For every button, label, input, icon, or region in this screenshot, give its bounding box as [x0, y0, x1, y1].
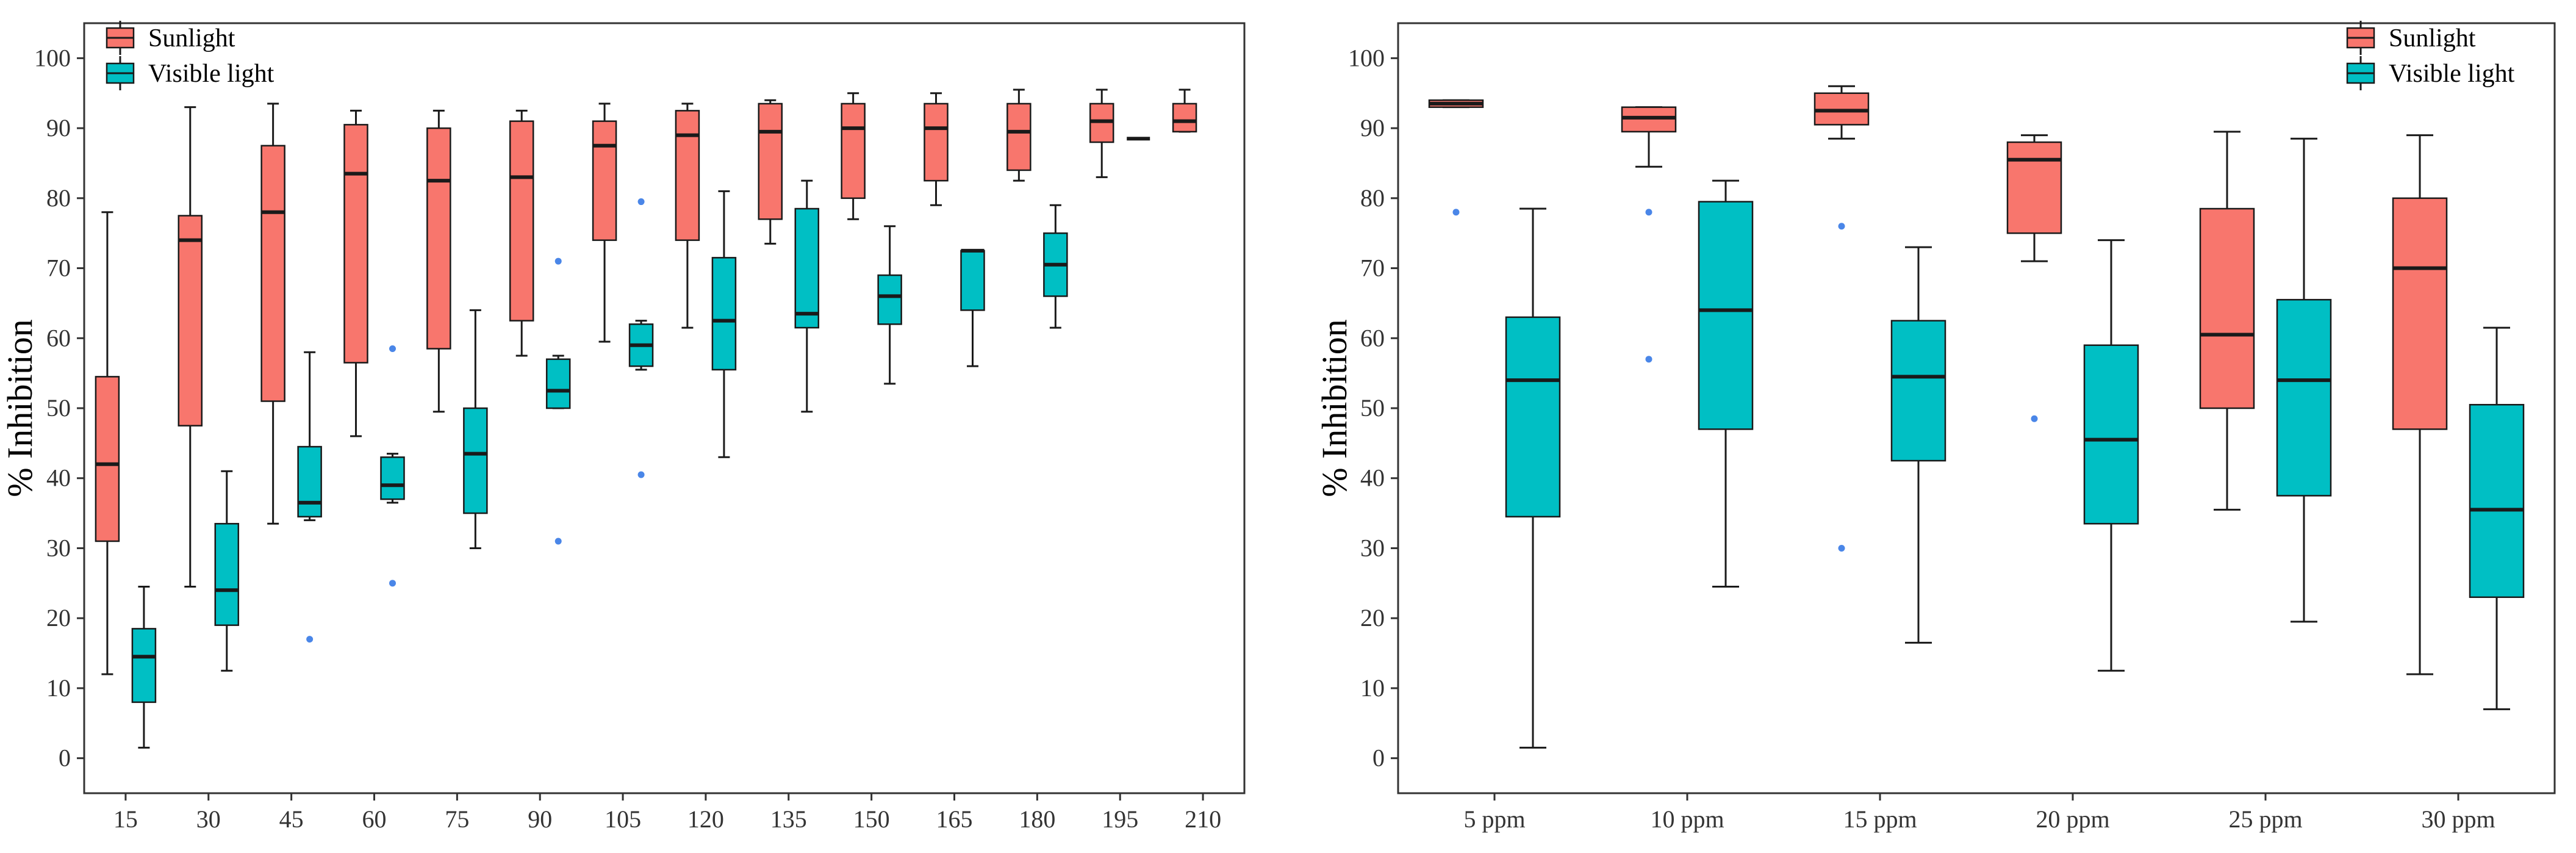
x-tick-label: 150	[853, 805, 890, 833]
y-tick-label: 10	[1360, 674, 1385, 702]
x-tick-label: 195	[1102, 805, 1138, 833]
x-tick-label: 30	[196, 805, 221, 833]
visible-light-box-90-outlier	[554, 257, 562, 265]
x-tick-label: 25 ppm	[2228, 805, 2302, 833]
legend-label: Sunlight	[148, 24, 235, 52]
y-tick-label: 50	[1360, 394, 1385, 422]
x-tick-label: 20 ppm	[2036, 805, 2109, 833]
sunlight-box-20ppm-outlier	[2031, 415, 2038, 422]
sunlight-box-30	[178, 215, 203, 426]
sunlight-box-10ppm-outlier	[1645, 209, 1652, 216]
sunlight-box-75	[426, 127, 451, 350]
sunlight-box-15ppm-outlier	[1838, 544, 1845, 552]
sunlight-box-15	[95, 376, 120, 542]
sunlight-box-150	[841, 103, 866, 200]
sunlight-box-180	[1006, 103, 1031, 171]
x-tick-label: 120	[687, 805, 724, 833]
visible-light-box-30	[214, 523, 240, 626]
x-tick-label: 180	[1019, 805, 1055, 833]
sunlight-box-30ppm	[2392, 197, 2448, 430]
legend-label: Visible light	[2389, 60, 2515, 88]
x-tick-label: 165	[936, 805, 973, 833]
x-tick-label: 60	[362, 805, 387, 833]
visible-light-box-150	[877, 274, 902, 325]
left-chart-panel: 0 10 20 30 40 50 60 70 80 90 100 15 30 45 60 75 90 105 120…	[0, 21, 1246, 833]
sunlight-box-15ppm-outlier	[1838, 223, 1845, 230]
y-tick-label: 90	[46, 114, 71, 142]
visible-light-box-20ppm	[2083, 344, 2139, 525]
x-tick-label: 30 ppm	[2421, 805, 2495, 833]
sunlight-box-120	[675, 110, 700, 241]
y-tick-label: 70	[46, 254, 71, 282]
sunlight-box-45	[260, 145, 285, 402]
y-tick-label: 20	[1360, 604, 1385, 632]
y-tick-label: 90	[1360, 114, 1385, 142]
visible-light-box-165	[960, 250, 985, 311]
x-tick-label: 105	[605, 805, 641, 833]
y-tick-label: 30	[46, 534, 71, 561]
visible-light-box-45	[297, 445, 322, 518]
sunlight-box-210	[1172, 103, 1197, 133]
visible-light-box-60-outlier	[389, 345, 396, 352]
y-axis-title: % Inhibition	[1315, 319, 1354, 497]
sunlight-box-165	[924, 103, 949, 182]
visible-light-box-105-outlier	[637, 471, 645, 478]
sunlight-box-10ppm-outlier	[1645, 356, 1652, 363]
y-tick-label: 60	[46, 324, 71, 351]
visible-light-box-135	[794, 207, 820, 329]
visible-light-box-10ppm	[1698, 201, 1754, 430]
y-tick-label: 40	[1360, 464, 1385, 492]
legend-label: Visible light	[148, 60, 274, 88]
visible-light-box-45-outlier	[306, 636, 314, 643]
visible-light-box-15	[131, 628, 157, 704]
sunlight-box-20ppm	[2006, 141, 2062, 234]
x-tick-label: 5 ppm	[1463, 805, 1525, 833]
sunlight-box-90	[509, 120, 534, 322]
legend-label: Sunlight	[2389, 24, 2476, 52]
y-tick-label: 70	[1360, 254, 1385, 282]
sunlight-box-135	[758, 103, 783, 220]
x-tick-label: 90	[528, 805, 552, 833]
y-tick-label: 20	[46, 604, 71, 632]
x-tick-label: 15 ppm	[1843, 805, 1917, 833]
x-tick-label: 75	[445, 805, 469, 833]
x-tick-label: 135	[770, 805, 807, 833]
sunlight-box-25ppm	[2199, 207, 2255, 409]
visible-light-box-30ppm	[2469, 404, 2525, 599]
y-tick-label: 30	[1360, 534, 1385, 561]
y-tick-label: 0	[1372, 744, 1385, 772]
sunlight-box-60	[343, 124, 368, 364]
visible-light-box-105-outlier	[637, 198, 645, 206]
x-tick-label: 45	[279, 805, 304, 833]
sunlight-box-5ppm-outlier	[1452, 209, 1460, 216]
visible-light-box-60-outlier	[389, 580, 396, 587]
y-tick-label: 0	[59, 744, 71, 772]
visible-light-box-15ppm	[1890, 320, 1946, 462]
x-tick-label: 15	[113, 805, 138, 833]
x-tick-label: 210	[1185, 805, 1221, 833]
y-tick-label: 50	[46, 394, 71, 422]
visible-light-box-90-outlier	[554, 538, 562, 545]
y-axis-title: % Inhibition	[0, 319, 40, 497]
y-tick-label: 60	[1360, 324, 1385, 351]
visible-light-box-5ppm	[1505, 316, 1561, 518]
y-tick-label: 80	[46, 184, 71, 212]
right-chart-panel: 0 10 20 30 40 50 60 70 80 90 100 5 ppm 10 ppm 15 ppm 2…	[1315, 21, 2556, 833]
plot-frame	[1397, 22, 2556, 794]
y-tick-label: 100	[1348, 44, 1385, 71]
x-tick-label: 10 ppm	[1650, 805, 1724, 833]
y-tick-label: 100	[34, 44, 71, 71]
visible-light-box-60	[380, 456, 405, 500]
sunlight-box-105	[592, 120, 617, 241]
y-tick-label: 80	[1360, 184, 1385, 212]
plot-frame	[83, 22, 1246, 794]
y-tick-label: 10	[46, 674, 71, 702]
visible-light-box-90	[545, 358, 571, 409]
y-tick-label: 40	[46, 464, 71, 492]
visible-light-box-25ppm	[2276, 298, 2332, 497]
visible-light-box-75	[463, 407, 488, 514]
visible-light-box-120	[711, 257, 737, 371]
